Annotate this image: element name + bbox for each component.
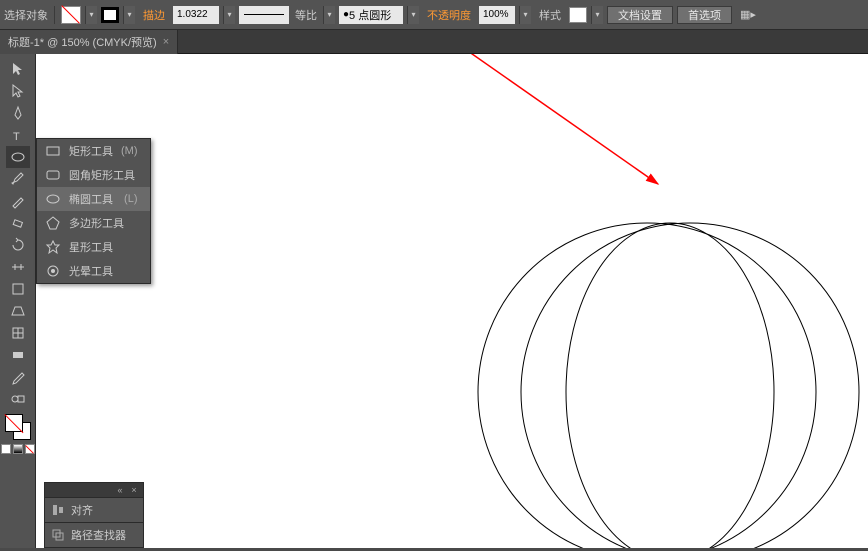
free-transform-tool[interactable] — [6, 278, 30, 300]
align-row[interactable]: 对齐 — [45, 497, 143, 522]
close-icon[interactable]: × — [163, 36, 169, 48]
ellipse-tool[interactable] — [6, 146, 30, 168]
flyout-rectangle[interactable]: 矩形工具(M) — [37, 139, 150, 163]
type-tool[interactable]: T — [6, 124, 30, 146]
profile-dd[interactable]: ▾ — [407, 6, 419, 24]
stroke-dropdown[interactable]: ▾ — [123, 6, 135, 24]
eraser-tool[interactable] — [6, 212, 30, 234]
tool-palette: T — [0, 54, 36, 548]
opacity-input[interactable]: 100% — [479, 6, 515, 24]
document-tabbar: 标题-1* @ 150% (CMYK/预览) × — [0, 30, 868, 54]
panel-close-icon[interactable]: × — [129, 486, 139, 494]
style-swatch[interactable] — [569, 7, 587, 23]
color-picker[interactable] — [5, 414, 31, 440]
blend-tool[interactable] — [6, 388, 30, 410]
canvas[interactable] — [36, 54, 868, 548]
perspective-tool[interactable] — [6, 300, 30, 322]
flyout-star[interactable]: 星形工具 — [37, 235, 150, 259]
width-tool[interactable] — [6, 256, 30, 278]
select-label: 选择对象 — [4, 7, 48, 23]
doc-setup-button[interactable]: 文档设置 — [607, 6, 673, 24]
svg-text:T: T — [13, 131, 20, 143]
artwork — [36, 54, 868, 548]
opacity-label: 不透明度 — [423, 7, 475, 23]
pen-tool[interactable] — [6, 102, 30, 124]
gradient-tool[interactable] — [6, 344, 30, 366]
mesh-tool[interactable] — [6, 322, 30, 344]
eyedropper-tool[interactable] — [6, 366, 30, 388]
fill-swatch[interactable] — [61, 6, 81, 24]
style-dd[interactable]: ▾ — [591, 6, 603, 24]
selection-tool[interactable] — [6, 58, 30, 80]
color-mode-swatches[interactable] — [1, 444, 35, 454]
pathfinder-row[interactable]: 路径查找器 — [45, 522, 143, 547]
direct-selection-tool[interactable] — [6, 80, 30, 102]
flyout-polygon[interactable]: 多边形工具 — [37, 211, 150, 235]
stroke-style[interactable] — [239, 6, 289, 24]
paintbrush-tool[interactable] — [6, 168, 30, 190]
align-panel: « × 对齐 路径查找器 — [44, 482, 144, 548]
top-toolbar: 选择对象 ▾ ▾ 描边 1.0322 ▾ 等比 ▾ ● 5 点圆形 ▾ 不透明度… — [0, 0, 868, 30]
panel-collapse-icon[interactable]: « — [115, 486, 125, 494]
stroke-width-input[interactable]: 1.0322 — [173, 6, 219, 24]
profile-input[interactable]: ● 5 点圆形 — [339, 6, 403, 24]
stroke-width-dd[interactable]: ▾ — [223, 6, 235, 24]
fill-dropdown[interactable]: ▾ — [85, 6, 97, 24]
rotate-tool[interactable] — [6, 234, 30, 256]
main-area: T 矩形工具(M) 圆角矩形工具 椭圆工具(L) 多边形工具 星形工具 光晕工具 — [0, 54, 868, 548]
uniform-dd[interactable]: ▾ — [323, 6, 335, 24]
flyout-flare[interactable]: 光晕工具 — [37, 259, 150, 283]
shape-tool-flyout: 矩形工具(M) 圆角矩形工具 椭圆工具(L) 多边形工具 星形工具 光晕工具 — [36, 138, 151, 284]
style-label: 样式 — [535, 7, 565, 23]
stroke-label: 描边 — [139, 7, 169, 23]
document-tab[interactable]: 标题-1* @ 150% (CMYK/预览) × — [0, 30, 178, 54]
tab-title: 标题-1* @ 150% (CMYK/预览) — [8, 34, 157, 50]
flyout-ellipse[interactable]: 椭圆工具(L) — [37, 187, 150, 211]
panel-header: « × — [45, 483, 143, 497]
panel-menu-icon[interactable]: ▦▸ — [736, 8, 760, 21]
uniform-label: 等比 — [293, 7, 319, 23]
prefs-button[interactable]: 首选项 — [677, 6, 732, 24]
stroke-swatch[interactable] — [101, 7, 119, 23]
opacity-dd[interactable]: ▾ — [519, 6, 531, 24]
flyout-rounded-rect[interactable]: 圆角矩形工具 — [37, 163, 150, 187]
pencil-tool[interactable] — [6, 190, 30, 212]
